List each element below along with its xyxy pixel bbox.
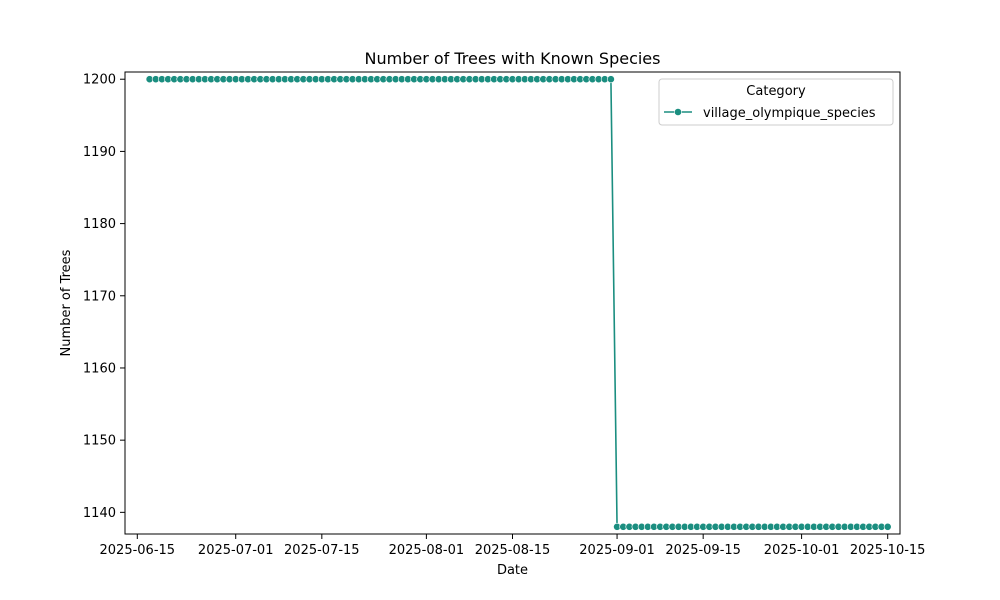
- y-tick-label: 1180: [83, 217, 116, 232]
- data-point: [607, 75, 615, 84]
- x-tick-label: 2025-06-15: [100, 543, 176, 558]
- data-point: [883, 522, 892, 531]
- y-axis: 1140 1150 1160 1170 1180 1190 1200: [83, 73, 125, 521]
- y-tick-label: 1150: [83, 434, 116, 449]
- y-tick-label: 1160: [83, 361, 116, 376]
- x-tick-label: 2025-08-01: [389, 543, 465, 558]
- series-line: [149, 78, 888, 528]
- x-tick-label: 2025-07-15: [284, 543, 360, 558]
- y-tick-label: 1190: [83, 145, 116, 160]
- legend-title: Category: [746, 84, 806, 99]
- x-tick-label: 2025-09-15: [665, 543, 741, 558]
- plot-area: [124, 71, 901, 535]
- chart-title: Number of Trees with Known Species: [365, 49, 661, 68]
- y-tick-label: 1140: [83, 506, 116, 521]
- legend-box: [658, 78, 894, 126]
- y-axis-label: Number of Trees: [59, 249, 74, 356]
- x-tick-label: 2025-09-01: [579, 543, 655, 558]
- x-axis: 2025-06-15 2025-07-01 2025-07-15 2025-08-01…: [100, 534, 926, 558]
- x-tick-label: 2025-07-01: [198, 543, 274, 558]
- y-tick-label: 1170: [83, 289, 116, 304]
- legend: Category village_olympique_species: [658, 78, 894, 126]
- x-tick-label: 2025-10-01: [764, 543, 840, 558]
- legend-marker-swatch: [674, 108, 682, 116]
- y-tick-label: 1200: [83, 73, 116, 88]
- x-axis-label: Date: [497, 563, 528, 578]
- series-layer: [145, 75, 892, 531]
- x-tick-label: 2025-10-15: [850, 543, 926, 558]
- legend-entry-label: village_olympique_species: [703, 106, 876, 121]
- x-tick-label: 2025-08-15: [475, 543, 551, 558]
